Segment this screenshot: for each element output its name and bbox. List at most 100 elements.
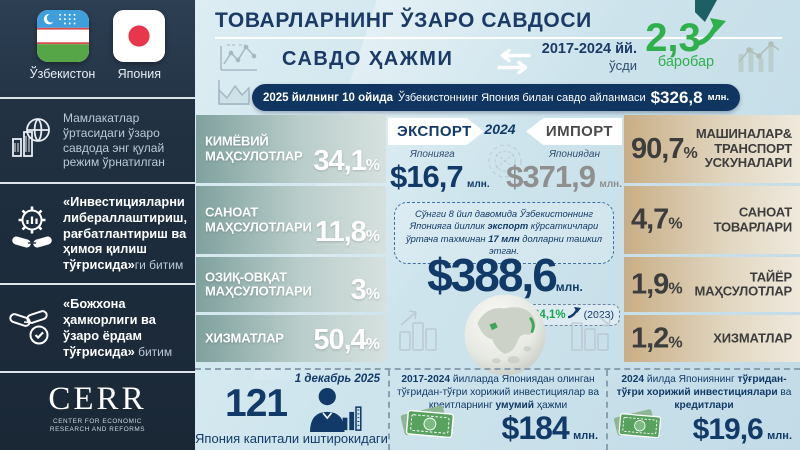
import-category-value: 4,7% <box>631 204 683 237</box>
cerr-logo-subtitle: CENTER FOR ECONOMIC RESEARCH AND REFORMS <box>49 418 146 434</box>
percent-sign: % <box>365 157 380 174</box>
panel-companies: 1 декабрь 2025 121 Япония капитали иштир… <box>195 370 390 450</box>
page-title: ТОВАРЛАРНИНГ ЎЗАРО САВДОСИ <box>215 9 592 32</box>
panel-fdi-total: 2017-2024 йилларда Япониядан олинган тўғ… <box>390 370 608 450</box>
value: 11,8 <box>314 216 367 248</box>
value: 1,2 <box>631 322 669 354</box>
fdi-2024-value: $19,6 млн. <box>693 413 792 447</box>
export-category-value: 50,4% <box>313 324 380 357</box>
growth-period: 2017-2024 йй. ўсди <box>533 41 637 74</box>
as-of-date: 1 декабрь 2025 <box>294 373 380 385</box>
handshake-check-icon <box>8 302 56 355</box>
badge-unit: млн. <box>707 92 730 103</box>
import-category-label: ТАЙЁР МАҲСУЛОТЛАР <box>694 268 792 299</box>
trade-flow-center: ЭКСПОРТ Японияга $16,7 млн. 2024 ИМПОРТ … <box>388 112 622 376</box>
export-label: ЭКСПОРТ <box>397 123 472 140</box>
unit: млн. <box>599 179 622 190</box>
text-bold: 2024 <box>621 374 645 385</box>
import-arrow: ИМПОРТ <box>526 118 622 145</box>
sidebar-item-investment-agreement: «Инвестицияларни либераллаштириш, рағбат… <box>0 184 195 283</box>
growth-unit: баробар <box>657 54 715 70</box>
import-category-label: МАШИНАЛАР& ТРАНСПОРТ УСКУНАЛАРИ <box>695 126 792 171</box>
export-categories: КИМЁВИЙ МАҲСУЛОТЛАР 34,1% САНОАТ МАҲСУЛО… <box>196 115 386 365</box>
company-caption: Япония капитали иштирокидаги <box>195 431 388 447</box>
sidebar-item-customs-agreement: «Божхона ҳамкорлиги ва ўзаро ёрдам тўғри… <box>0 285 195 371</box>
divider <box>0 371 195 373</box>
value: 4,7 <box>631 203 669 236</box>
percent-sign: % <box>668 215 683 233</box>
text: йилларда Япониядан олинган тўғридан-тўғр… <box>397 374 599 411</box>
agreement-text: «Божхона ҳамкорлиги ва ўзаро ёрдам тўғри… <box>63 296 189 360</box>
section-title: САВДО ҲАЖМИ <box>282 48 454 70</box>
export-category-row: КИМЁВИЙ МАҲСУЛОТЛАР 34,1% <box>196 115 386 183</box>
badge-value: $326,8 <box>650 87 703 107</box>
japan-flag-icon <box>113 10 166 62</box>
total-turnover: $388,6млн. <box>388 248 622 302</box>
text-bold: кредитлари <box>674 399 734 411</box>
bar-chart-down-icon <box>568 308 614 357</box>
export-category-label: КИМЁВИЙ МАҲСУЛОТЛАР <box>205 133 303 163</box>
agreement-text-rest: битим <box>134 344 173 359</box>
value: 3 <box>350 274 367 306</box>
agreement-text: «Инвестицияларни либераллаштириш, рағбат… <box>63 194 189 273</box>
sketch-globe-icon <box>484 140 526 187</box>
export-category-value: 11,8% <box>315 216 380 249</box>
percent-sign: % <box>668 280 683 297</box>
export-category-label: САНОАТ МАҲСУЛОТЛАРИ <box>205 204 312 234</box>
import-categories: 90,7% МАШИНАЛАР& ТРАНСПОРТ УСКУНАЛАРИ 4,… <box>624 115 800 365</box>
text-bold: тўғридан-тўғри хорижий инвестициялари <box>616 374 787 398</box>
growth-multiplier: 2,3 баробар <box>631 18 741 70</box>
import-category-label: САНОАТ ТОВАРЛАРИ <box>713 204 793 234</box>
import-category-label: ХИЗМАТЛАР <box>713 330 792 346</box>
percent-sign: % <box>683 145 698 162</box>
panel-fdi-2024: 2024 йилда Япониянинг тўғридан-тўғри хор… <box>608 370 800 450</box>
unit: млн. <box>767 430 792 442</box>
period-label: 2017-2024 йй. <box>541 41 637 57</box>
country-label-uzbekistan: Ўзбекистон <box>29 67 96 81</box>
growth-up-arrow-icon <box>696 18 727 51</box>
import-category-row: 90,7% МАШИНАЛАР& ТРАНСПОРТ УСКУНАЛАРИ <box>624 115 800 183</box>
divider <box>0 97 195 99</box>
note-bold: 17 млн <box>488 232 520 244</box>
percent-sign: % <box>365 228 380 245</box>
value: 34,1 <box>313 145 366 177</box>
exchange-arrows-icon <box>495 48 533 79</box>
sidebar: Ўзбекистон Япония Мамлака <box>0 0 195 450</box>
value: $16,7 <box>390 159 464 194</box>
growth-arrow-icon <box>567 306 582 324</box>
divider <box>0 283 195 285</box>
percent-sign: % <box>365 286 380 303</box>
growth-value: 2,3 <box>645 16 701 60</box>
note-text: кўрсаткичлари ўртача тахминан <box>405 220 599 244</box>
value: $371,9 <box>506 159 596 194</box>
text: ва <box>777 386 792 398</box>
bottom-panels: 1 декабрь 2025 121 Япония капитали иштир… <box>195 368 800 450</box>
note-text: Сўнгги 8 йил давомида Ўзбекистоннинг Япо… <box>409 208 594 232</box>
agreement-text-bold: «Инвестицияларни либераллаштириш, рағбат… <box>63 193 188 273</box>
cerr-logo-acronym: CERR <box>48 381 147 417</box>
flag-uzbekistan: Ўзбекистон <box>29 10 96 97</box>
line-chart-icon <box>217 42 261 79</box>
text-bold: 2017-2024 <box>401 374 451 385</box>
import-category-row: 1,9% ТАЙЁР МАҲСУЛОТЛАР <box>624 257 800 312</box>
fdi-total-text: 2017-2024 йилларда Япониядан олинган тўғ… <box>390 370 606 413</box>
badge-text: Ўзбекистоннинг Япония билан савдо айланм… <box>397 91 646 104</box>
export-direction: Японияга <box>410 149 455 160</box>
growth-base-year: (2023) <box>583 309 614 321</box>
trade-year: 2024 <box>484 121 516 137</box>
text: йилда Япониянинг <box>644 374 738 385</box>
value: $19,6 <box>692 413 764 446</box>
globe-graphic <box>462 292 548 383</box>
area-chart-icon <box>217 78 251 111</box>
title-underline <box>215 37 782 39</box>
export-category-label: ХИЗМАТЛАР <box>205 330 284 346</box>
sidebar-item-trade-regime: Мамлакатлар ўртасидаги ўзаро савдода энг… <box>0 99 195 182</box>
country-label-japan: Япония <box>117 67 162 81</box>
agreement-text-plain: Мамлакатлар ўртасидаги ўзаро савдода энг… <box>63 110 165 170</box>
bar-chart-up-icon <box>396 308 442 357</box>
growth-word: ўсди <box>609 58 637 74</box>
total-value: $388,6 <box>427 249 558 301</box>
banknotes-icon <box>612 405 666 446</box>
value: $184 <box>501 410 570 446</box>
